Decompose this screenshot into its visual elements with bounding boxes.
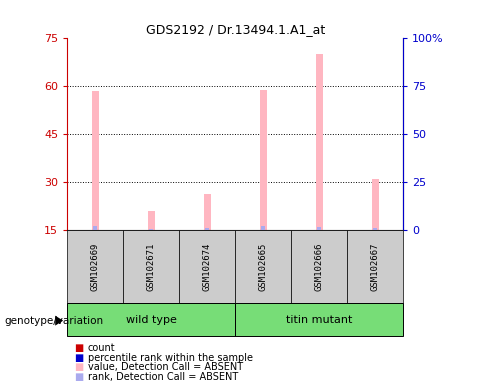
Polygon shape: [55, 316, 63, 326]
Bar: [261, 225, 265, 230]
Bar: [372, 179, 379, 230]
Bar: [235, 230, 291, 303]
Bar: [316, 55, 323, 230]
Bar: [93, 225, 97, 230]
Bar: [149, 229, 153, 230]
Text: GSM102674: GSM102674: [203, 243, 212, 291]
Text: ■: ■: [74, 343, 84, 353]
Text: value, Detection Call = ABSENT: value, Detection Call = ABSENT: [88, 362, 243, 372]
Bar: [179, 230, 235, 303]
Text: ■: ■: [74, 372, 84, 382]
Text: wild type: wild type: [126, 314, 177, 325]
Bar: [123, 230, 179, 303]
Bar: [67, 230, 123, 303]
Text: rank, Detection Call = ABSENT: rank, Detection Call = ABSENT: [88, 372, 238, 382]
Bar: [204, 194, 211, 230]
Bar: [67, 303, 235, 336]
Bar: [347, 230, 403, 303]
Bar: [92, 91, 98, 230]
Title: GDS2192 / Dr.13494.1.A1_at: GDS2192 / Dr.13494.1.A1_at: [145, 23, 325, 36]
Text: GSM102667: GSM102667: [371, 243, 380, 291]
Bar: [317, 227, 321, 230]
Text: GSM102666: GSM102666: [315, 243, 324, 291]
Text: titin mutant: titin mutant: [286, 314, 352, 325]
Bar: [235, 303, 403, 336]
Text: ■: ■: [74, 353, 84, 362]
Text: count: count: [88, 343, 116, 353]
Bar: [205, 228, 209, 230]
Text: GSM102671: GSM102671: [147, 243, 156, 291]
Bar: [291, 230, 347, 303]
Text: GSM102665: GSM102665: [259, 243, 268, 291]
Bar: [148, 211, 155, 230]
Text: percentile rank within the sample: percentile rank within the sample: [88, 353, 253, 362]
Text: ■: ■: [74, 362, 84, 372]
Text: GSM102669: GSM102669: [91, 243, 100, 291]
Bar: [373, 228, 377, 230]
Bar: [260, 89, 266, 230]
Text: genotype/variation: genotype/variation: [5, 316, 104, 326]
